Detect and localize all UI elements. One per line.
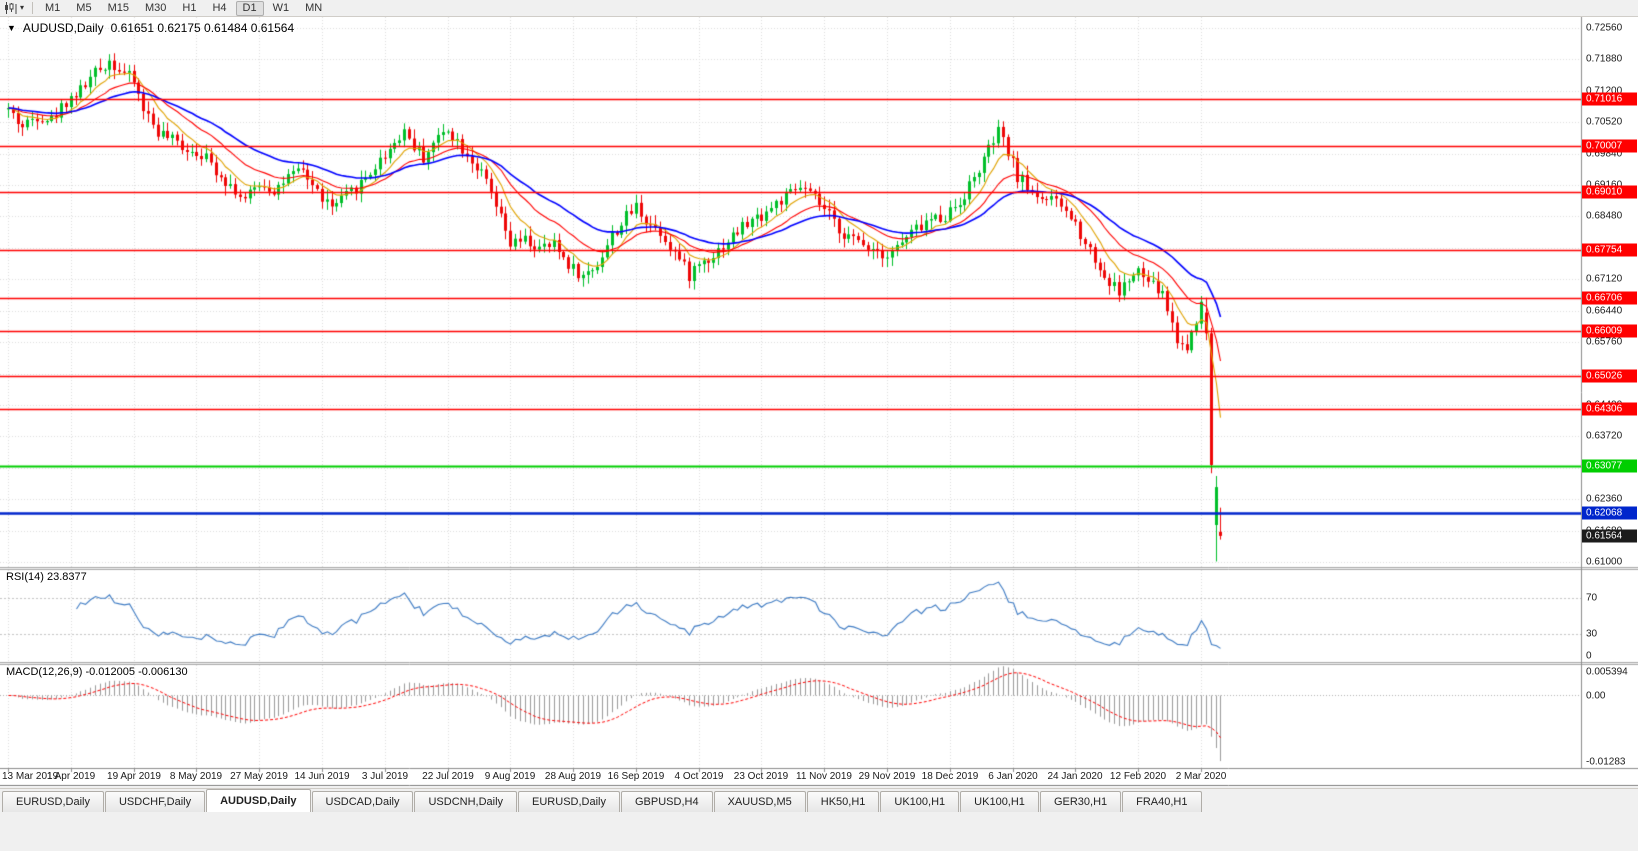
price-axis-label: 0.66440 xyxy=(1586,305,1623,317)
toolbar-separator xyxy=(32,2,34,14)
price-axis-label: 0.61000 xyxy=(1586,556,1623,568)
price-level-badge: 0.66009 xyxy=(1582,324,1637,338)
date-axis-label: 4 Oct 2019 xyxy=(674,771,724,782)
date-axis-label: 22 Jul 2019 xyxy=(422,771,474,782)
price-axis-label: 0.70520 xyxy=(1586,116,1623,128)
date-axis-label: 13 Mar 2019 xyxy=(2,771,59,782)
price-level-badge: 0.64306 xyxy=(1582,402,1637,416)
date-axis-label: 14 Jun 2019 xyxy=(294,771,350,782)
timeframe-button-m30[interactable]: M30 xyxy=(144,2,167,14)
chart-tab-eurusd-daily[interactable]: EURUSD,Daily xyxy=(518,791,620,812)
date-axis-label: 6 Jan 2020 xyxy=(988,771,1038,782)
price-axis-label: 0.72560 xyxy=(1586,22,1623,34)
dropdown-caret-icon: ▾ xyxy=(20,3,25,12)
timeframe-button-m5[interactable]: M5 xyxy=(76,2,92,14)
price-level-badge: 0.66706 xyxy=(1582,291,1637,305)
chart-tab-hk50-h1[interactable]: HK50,H1 xyxy=(806,791,880,812)
price-axis-label: 0.69840 xyxy=(1586,148,1623,160)
chart-tab-xauusd-m5[interactable]: XAUUSD,M5 xyxy=(713,791,806,812)
toolbar: ▾ M1 M5 M15 M30 H1 H4 D1 W1 MN xyxy=(0,0,1638,17)
rsi-level-label: 70 xyxy=(1586,592,1598,604)
chart-title: ▼ AUDUSD,Daily 0.61651 0.62175 0.61484 0… xyxy=(7,21,294,35)
timeframe-button-m1[interactable]: M1 xyxy=(45,2,61,14)
price-level-badge: 0.69010 xyxy=(1582,185,1637,199)
price-chart-canvas[interactable] xyxy=(0,17,1638,786)
date-axis-label: 11 Nov 2019 xyxy=(796,771,852,782)
candlestick-chart-icon xyxy=(5,2,17,14)
chart-tab-ger30-h1[interactable]: GER30,H1 xyxy=(1039,791,1122,812)
chart-tab-uk100-h1[interactable]: UK100,H1 xyxy=(960,791,1039,812)
macd-min-label: -0.01283 xyxy=(1586,756,1626,768)
chart-tab-eurusd-daily[interactable]: EURUSD,Daily xyxy=(2,791,104,812)
bid-price-badge: 0.61564 xyxy=(1582,529,1637,543)
rsi-level-label: 0 xyxy=(1586,650,1592,662)
date-axis-label: 24 Jan 2020 xyxy=(1047,771,1103,782)
date-axis-label: 16 Sep 2019 xyxy=(607,771,665,782)
chart-tab-audusd-daily[interactable]: AUDUSD,Daily xyxy=(206,789,311,812)
date-axis-label: 29 Nov 2019 xyxy=(858,771,916,782)
chart-tab-fra40-h1[interactable]: FRA40,H1 xyxy=(1122,791,1202,812)
date-axis-label: 23 Oct 2019 xyxy=(733,771,789,782)
date-axis-label: 12 Feb 2020 xyxy=(1109,771,1167,782)
date-axis-label: 9 Aug 2019 xyxy=(484,771,536,782)
price-level-badge: 0.67754 xyxy=(1582,243,1637,257)
timeframe-button-group: M1 M5 M15 M30 H1 H4 D1 W1 MN xyxy=(37,0,330,16)
chart-ohlc-values: 0.61651 0.62175 0.61484 0.61564 xyxy=(110,21,295,35)
price-level-badge: 0.62068 xyxy=(1582,506,1637,520)
date-axis-label: 3 Jul 2019 xyxy=(361,771,409,782)
date-axis-label: 19 Apr 2019 xyxy=(107,771,161,782)
price-axis-label: 0.63720 xyxy=(1586,430,1623,442)
timeframe-button-mn[interactable]: MN xyxy=(305,2,323,14)
chart-tab-usdcad-daily[interactable]: USDCAD,Daily xyxy=(311,791,414,812)
chart-symbol-period: AUDUSD,Daily xyxy=(22,21,104,35)
chart-tab-gbpusd-h4[interactable]: GBPUSD,H4 xyxy=(621,791,713,812)
timeframe-button-w1[interactable]: W1 xyxy=(272,2,290,14)
price-level-badge: 0.63077 xyxy=(1582,459,1637,473)
chart-tab-uk100-h1[interactable]: UK100,H1 xyxy=(880,791,960,812)
chart-tab-bar: EURUSD,Daily USDCHF,Daily AUDUSD,Daily USDC… xyxy=(0,788,1638,812)
date-axis-label: 1 Apr 2019 xyxy=(46,771,96,782)
chart-tab-usdchf-daily[interactable]: USDCHF,Daily xyxy=(104,791,206,812)
timeframe-button-d1[interactable]: D1 xyxy=(235,0,264,16)
price-axis-label: 0.62360 xyxy=(1586,493,1623,505)
price-level-badge: 0.65026 xyxy=(1582,369,1637,383)
price-level-badge: 0.70007 xyxy=(1582,139,1637,153)
chart-tab-usdcnh-daily[interactable]: USDCNH,Daily xyxy=(414,791,518,812)
rsi-indicator-label: RSI(14) 23.8377 xyxy=(6,571,87,583)
date-axis-label: 2 Mar 2020 xyxy=(1175,771,1227,782)
price-axis-label: 0.67120 xyxy=(1586,273,1623,285)
date-axis-label: 18 Dec 2019 xyxy=(921,771,979,782)
price-axis-label: 0.71200 xyxy=(1586,85,1623,97)
chart-type-dropdown[interactable]: ▾ xyxy=(0,1,28,16)
macd-max-label: 0.005394 xyxy=(1586,666,1628,678)
price-level-badge: 0.71016 xyxy=(1582,92,1637,106)
macd-indicator-label: MACD(12,26,9) -0.012005 -0.006130 xyxy=(6,666,188,678)
date-axis-label: 8 May 2019 xyxy=(169,771,223,782)
status-bar xyxy=(0,812,1638,851)
price-axis-label: 0.71880 xyxy=(1586,53,1623,65)
date-axis-label: 27 May 2019 xyxy=(230,771,288,782)
timeframe-button-h1[interactable]: H1 xyxy=(182,2,197,14)
price-axis-label: 0.65760 xyxy=(1586,336,1623,348)
macd-zero-label: 0.00 xyxy=(1586,690,1606,701)
rsi-level-label: 30 xyxy=(1586,628,1598,640)
price-axis-label: 0.68480 xyxy=(1586,210,1623,222)
timeframe-button-m15[interactable]: M15 xyxy=(107,2,129,14)
timeframe-button-h4[interactable]: H4 xyxy=(212,2,227,14)
date-axis-label: 28 Aug 2019 xyxy=(544,771,602,782)
price-axis-label: 0.69160 xyxy=(1586,180,1622,191)
chart-shift-icon: ▼ xyxy=(7,22,16,33)
